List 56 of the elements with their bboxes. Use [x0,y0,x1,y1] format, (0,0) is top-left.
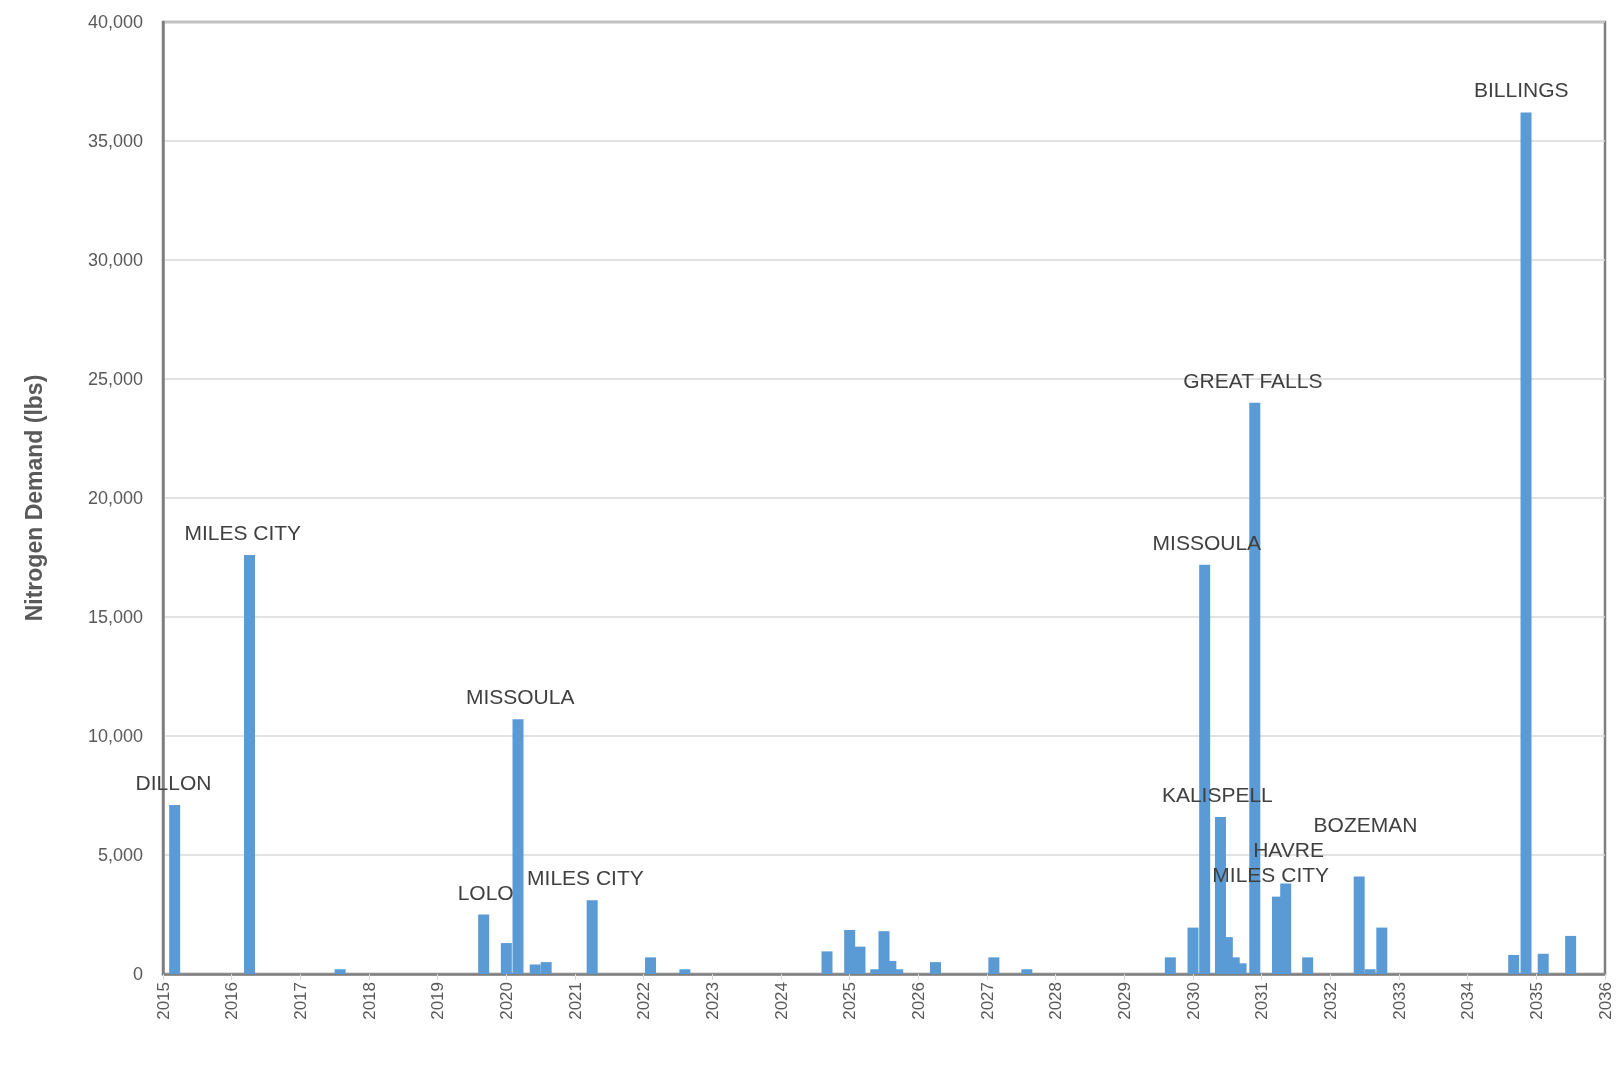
x-tick-label: 2034 [1458,982,1478,1020]
x-tick-label: 2019 [428,982,448,1020]
bar [1520,112,1532,974]
y-axis-title: Nitrogen Demand (lbs) [20,374,47,622]
annotation: MILES CITY [527,866,644,890]
y-tick-label: 15,000 [87,607,143,627]
bar [478,914,490,974]
bar [679,969,691,974]
annotation: LOLO [457,880,514,904]
annotation: MILES CITY [184,521,302,545]
x-tick-label: 2029 [1114,982,1134,1020]
y-tick-label: 35,000 [87,131,143,151]
x-tick-label: 2028 [1046,982,1066,1020]
x-tick-label: 2023 [702,982,722,1020]
bar [244,555,256,974]
x-tick-label: 2015 [153,982,173,1020]
x-tick-label: 2032 [1320,982,1340,1020]
annotation: GREAT FALLS [1183,368,1323,392]
x-tick-label: 2035 [1526,982,1546,1020]
x-tick-label: 2024 [771,982,791,1020]
y-tick-label: 30,000 [87,250,143,270]
x-tick-label: 2016 [222,982,242,1020]
y-tick-label: 40,000 [87,12,143,32]
bar [645,957,657,974]
x-tick-label: 2036 [1595,982,1615,1020]
x-tick-label: 2017 [290,982,310,1020]
y-tick-label: 10,000 [87,726,143,746]
y-tick-label: 25,000 [87,369,143,389]
annotation: MISSOULA [465,685,575,709]
x-tick-label: 2030 [1183,982,1203,1020]
bar [1508,954,1520,974]
x-tick-label: 2018 [359,982,379,1020]
x-tick-label: 2020 [496,982,516,1020]
x-tick-label: 2025 [840,982,860,1020]
bar [334,969,346,974]
x-tick-label: 2033 [1389,982,1409,1020]
bar [1021,969,1033,974]
y-tick-label: 0 [132,964,143,984]
bar [930,962,941,974]
annotation: BILLINGS [1473,78,1569,102]
x-tick-label: 2026 [908,982,928,1020]
bar [1537,953,1549,974]
bar [988,957,1000,974]
annotation: BOZEMAN [1313,812,1418,836]
x-tick-label: 2022 [634,982,654,1020]
bar [169,805,181,974]
x-tick-label: 2021 [565,982,585,1020]
bar [586,900,598,974]
bar [1302,957,1314,974]
y-tick-label: 20,000 [87,488,143,508]
bar [821,951,833,974]
bar [1565,935,1577,974]
bar [1164,957,1176,974]
y-tick-label: 5,000 [97,845,143,865]
x-tick-label: 2031 [1252,982,1272,1020]
x-tick-label: 2027 [977,982,997,1020]
